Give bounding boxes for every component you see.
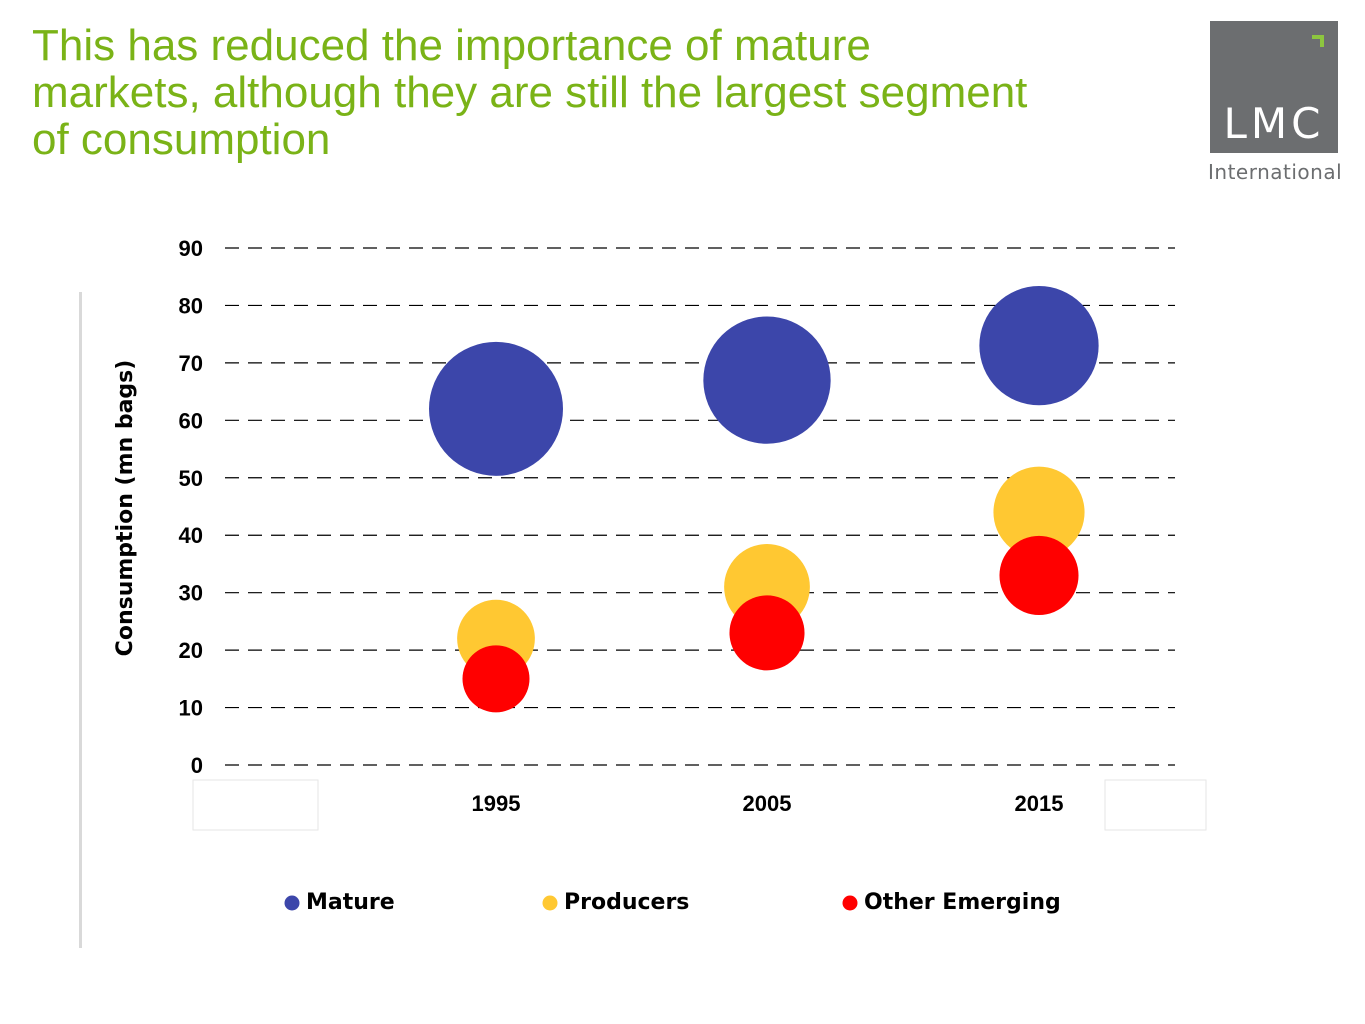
logo-subtitle: International	[1208, 160, 1343, 184]
legend-marker-icon	[542, 895, 558, 911]
corner-mark-icon	[1312, 35, 1324, 47]
y-axis-ticks: 0 10 20 30 40 50 60 70 80 90	[179, 236, 203, 778]
x-axis-box-right	[1104, 779, 1207, 831]
lmc-logo: LMC	[1210, 21, 1338, 153]
bubbles	[429, 286, 1099, 713]
legend-marker-icon	[284, 895, 300, 911]
y-axis-label: Consumption (mn bags)	[113, 360, 138, 657]
y-tick-label: 0	[191, 753, 203, 778]
x-axis-ticks: 1995 2005 2015	[472, 791, 1064, 816]
legend-marker-icon	[842, 895, 858, 911]
bubble-mature-2005	[703, 316, 831, 444]
y-tick-label: 60	[179, 408, 203, 433]
legend-label: Other Emerging	[864, 890, 1061, 915]
y-tick-label: 10	[179, 696, 203, 721]
x-tick-label: 2005	[743, 791, 792, 816]
bubble-mature-2015	[979, 286, 1099, 406]
bubble-producers-2015	[993, 466, 1085, 558]
slide-title: This has reduced the importance of matur…	[32, 21, 1028, 164]
y-tick-label: 40	[179, 523, 203, 548]
y-tick-label: 80	[179, 293, 203, 318]
x-axis-box-left	[192, 779, 319, 831]
bubble-mature-1995	[429, 341, 563, 476]
legend-label: Producers	[564, 890, 689, 915]
vertical-divider	[79, 292, 82, 948]
bubble-other-emerging-2005	[729, 595, 805, 671]
legend-label: Mature	[306, 890, 395, 915]
bubble-other-emerging-2015	[999, 535, 1079, 615]
y-tick-label: 90	[179, 236, 203, 261]
bubble-other-emerging-1995	[462, 645, 530, 713]
y-tick-label: 50	[179, 466, 203, 491]
logo-text: LMC	[1223, 99, 1325, 148]
y-tick-label: 30	[179, 581, 203, 606]
x-tick-label: 1995	[472, 791, 521, 816]
y-tick-label: 20	[179, 638, 203, 663]
legend: Mature Producers Other Emerging	[284, 890, 1061, 915]
y-tick-label: 70	[179, 351, 203, 376]
x-tick-label: 2015	[1015, 791, 1064, 816]
